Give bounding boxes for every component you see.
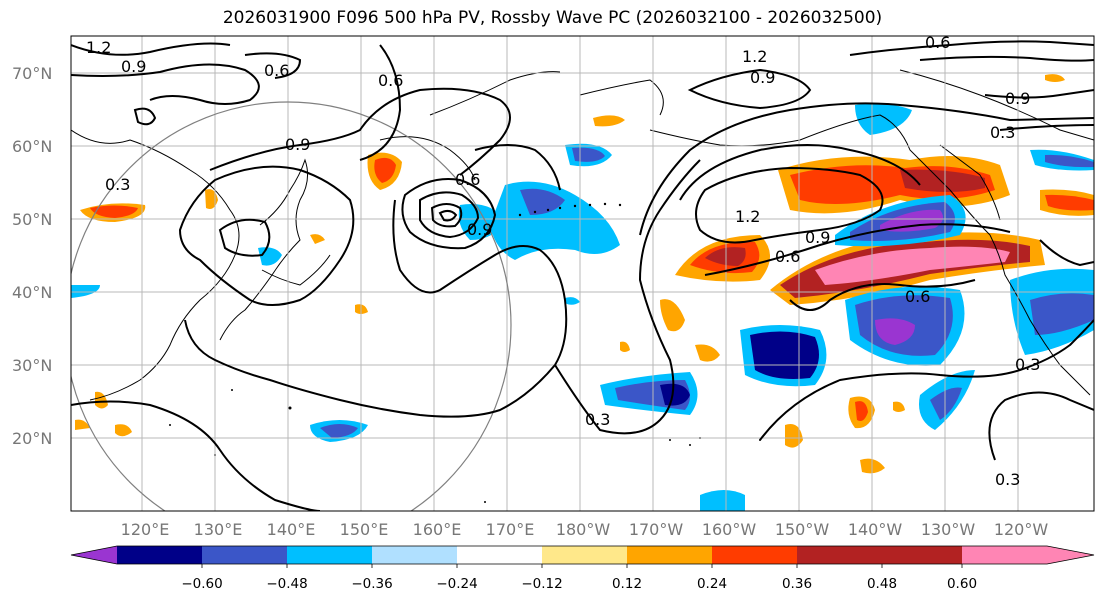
contour-label: 1.2 [742,47,767,66]
lon-label: 130°W [921,520,976,539]
colorbar-outline [70,545,1095,565]
colorbar-segment [117,546,203,564]
colorbar-tick-label: −0.36 [351,576,392,592]
contour-label: 0.3 [995,470,1020,489]
lon-label: 150°W [775,520,830,539]
contour-label: 0.6 [455,170,480,189]
contour-label: 0.9 [805,228,830,247]
colorbar-segment [457,546,543,564]
colorbar-extend-low [71,546,117,564]
contour-label: 0.6 [775,247,800,266]
contour-label: 0.9 [750,68,775,87]
lon-label: 130°E [194,520,243,539]
lon-label: 180°W [556,520,611,539]
colorbar-tick-label: −0.24 [436,576,477,592]
contour-label: 1.2 [735,207,760,226]
colorbar-segment [882,546,962,564]
coastlines [71,69,1094,401]
colorbar-tick-labels: −0.60 −0.48 −0.36 −0.24 −0.12 0.12 0.24 … [181,576,977,592]
map-title: 2026031900 F096 500 hPa PV, Rossby Wave … [222,8,883,28]
lon-label: 150°E [340,520,389,539]
latitude-labels: 70°N 60°N 50°N 40°N 30°N 20°N [12,64,52,448]
colorbar-segment [542,546,628,564]
colorbar-tick-label: 0.12 [612,576,642,592]
lon-label: 120°E [121,520,170,539]
lat-label: 30°N [12,356,52,375]
lat-label: 70°N [12,64,52,83]
colorbar-tick-label: 0.24 [697,576,727,592]
colorbar-ticks [201,564,963,568]
colorbar-segment [627,546,713,564]
contour-label: 0.9 [1005,89,1030,108]
contour-label: 0.9 [285,135,310,154]
colorbar-segment [202,546,288,564]
lon-label: 160°E [413,520,462,539]
contour-label: 0.9 [467,220,492,239]
contour-label: 0.9 [121,57,146,76]
lon-label: 160°W [702,520,757,539]
colorbar-tick-label: 0.60 [947,576,977,592]
contour-label: 0.3 [1015,355,1040,374]
contour-label: 0.3 [105,175,130,194]
contour-label-group: 1.2 0.9 0.6 0.6 0.9 0.3 0.6 0.9 0.3 1.2 … [86,33,1040,489]
contour-label: 0.3 [990,123,1015,142]
lat-label: 20°N [12,429,52,448]
colorbar-segment [962,546,1047,564]
contour-label: 1.2 [86,38,111,57]
colorbar-tick-label: −0.12 [521,576,562,592]
colorbar-segment [372,546,458,564]
lat-label: 40°N [12,283,52,302]
colorbar-tick-label: 0.48 [867,576,897,592]
colorbar-tick-label: −0.48 [266,576,307,592]
lon-label: 140°W [848,520,903,539]
colorbar-segment [712,546,798,564]
contour-label: 0.6 [264,61,289,80]
lat-label: 50°N [12,210,52,229]
contour-label: 0.6 [905,287,930,306]
colorbar-tick-label: −0.60 [181,576,222,592]
contour-label: 0.3 [585,410,610,429]
lon-label: 140°E [267,520,316,539]
colorbar-extend-high [1047,546,1094,564]
colorbar-segment [287,546,373,564]
pv-contours [71,40,1094,511]
radius-circle [71,101,512,511]
colorbar-segment [797,546,883,564]
contour-label: 0.6 [925,33,950,52]
map-frame [70,35,1095,512]
longitude-labels: 120°E 130°E 140°E 150°E 160°E 170°E 180°… [121,520,1049,539]
lon-label: 120°W [994,520,1049,539]
lat-label: 60°N [12,137,52,156]
lon-label: 170°E [486,520,535,539]
colorbar: −0.60 −0.48 −0.36 −0.24 −0.12 0.12 0.24 … [70,545,1095,592]
contour-label: 0.6 [378,71,403,90]
lon-label: 170°W [629,520,684,539]
colorbar-tick-label: 0.36 [782,576,812,592]
